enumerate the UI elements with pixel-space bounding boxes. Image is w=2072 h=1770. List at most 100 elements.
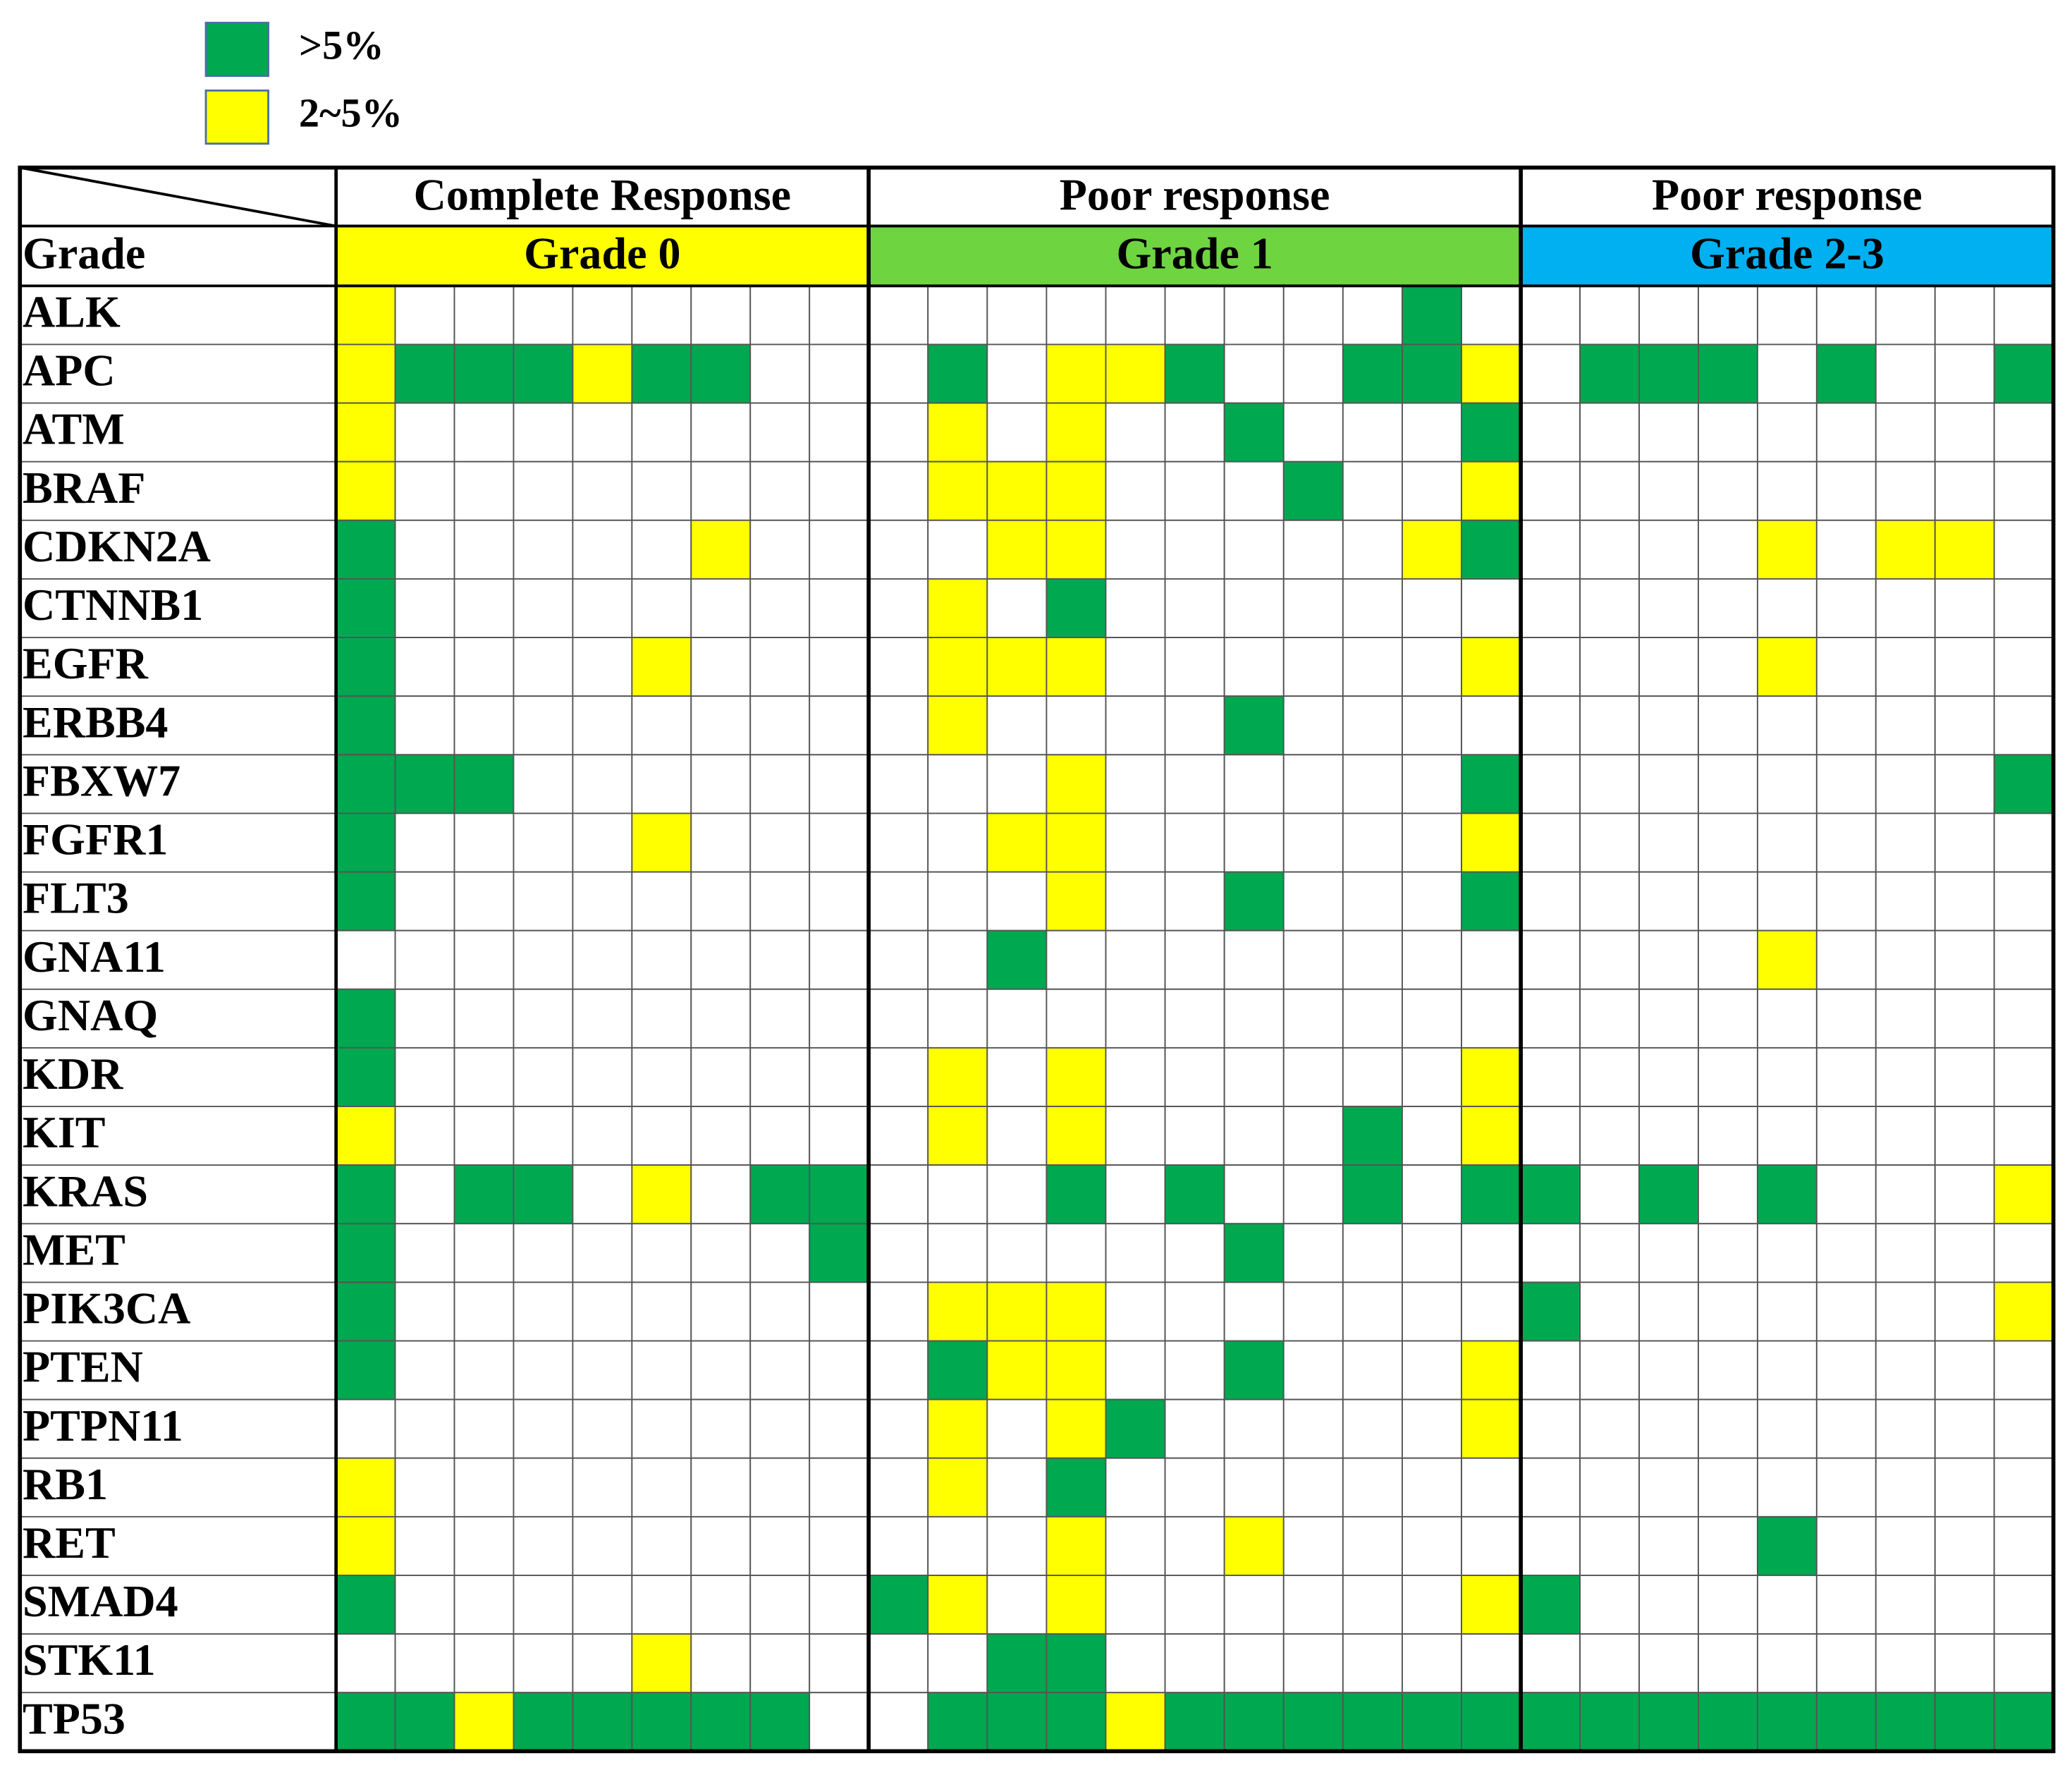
cell [809,1457,870,1518]
cell [868,460,929,521]
cell [1579,1281,1640,1342]
cell [1223,988,1285,1049]
cell [1282,1340,1344,1400]
cell [631,1692,692,1752]
cell [1520,1223,1581,1283]
cell [1756,519,1817,580]
cell [513,285,574,346]
cell [1875,637,1936,697]
cell [513,1164,574,1225]
cell [1342,988,1403,1049]
cell [335,1281,396,1342]
cell [1402,1340,1462,1400]
cell [1105,1281,1166,1342]
cell [1934,343,1995,404]
cell [1815,754,1877,814]
cell [1223,1046,1285,1107]
cell [868,754,929,814]
cell [1046,929,1107,990]
cell [1520,1692,1581,1752]
cell [1875,578,1936,638]
cell [809,402,870,463]
cell [1875,1106,1936,1166]
cell [1934,1223,1995,1283]
cell [1934,1340,1995,1400]
cell [690,1281,752,1342]
cell [1342,871,1403,932]
cell [1223,460,1285,521]
cell [868,1340,929,1400]
cell [868,812,929,873]
cell [809,929,870,990]
cell [868,1106,929,1166]
cell [394,1633,455,1694]
cell [927,519,988,580]
cell [1461,519,1522,580]
cell [631,871,692,932]
cell [1342,1633,1403,1694]
cell [986,637,1048,697]
cell [1402,754,1462,814]
cell [868,988,929,1049]
cell [1756,1515,1817,1576]
cell [1282,402,1344,463]
cell [749,285,811,346]
cell [1579,1515,1640,1576]
cell [1105,1046,1166,1107]
cell [690,1575,752,1635]
cell [1223,1575,1285,1635]
cell [986,1106,1048,1166]
cell [631,1281,692,1342]
cell [1698,988,1758,1049]
cell [1815,1398,1877,1459]
cell [1815,1046,1877,1107]
cell [1164,695,1225,756]
cell [1105,1223,1166,1283]
grade-header: Grade 1 [1116,228,1273,278]
cell [1282,1692,1344,1752]
cell [927,988,988,1049]
cell [335,519,396,580]
cell [1638,1164,1699,1225]
cell [631,695,692,756]
cell [1875,988,1936,1049]
cell [572,1692,633,1752]
cell [1638,1692,1699,1752]
gene-label: PIK3CA [23,1283,190,1333]
gene-label: RET [23,1518,116,1568]
cell [749,1106,811,1166]
cell [1223,402,1285,463]
cell [1520,1340,1581,1400]
cell [1342,637,1403,697]
cell [335,1575,396,1635]
cell [1223,1281,1285,1342]
cell [1579,343,1640,404]
cell [1875,1398,1936,1459]
cell [749,460,811,521]
cell [453,1223,515,1283]
cell [868,519,929,580]
cell [1520,460,1581,521]
cell [868,343,929,404]
cell [1223,1340,1285,1400]
cell [394,812,455,873]
cell [335,929,396,990]
cell [1342,1457,1403,1518]
cell [1934,695,1995,756]
cell [1105,285,1166,346]
gene-label: GNA11 [23,932,166,982]
cell [749,1164,811,1225]
gene-label: FBXW7 [23,755,180,805]
cell [1815,1633,1877,1694]
gene-label: ALK [23,286,121,336]
cell [1815,402,1877,463]
cell [572,1340,633,1400]
cell [1698,637,1758,697]
cell [1638,1575,1699,1635]
cell [1698,812,1758,873]
cell [1993,1164,2054,1225]
cell [986,460,1048,521]
cell [749,1633,811,1694]
cell [335,871,396,932]
cell [986,1164,1048,1225]
